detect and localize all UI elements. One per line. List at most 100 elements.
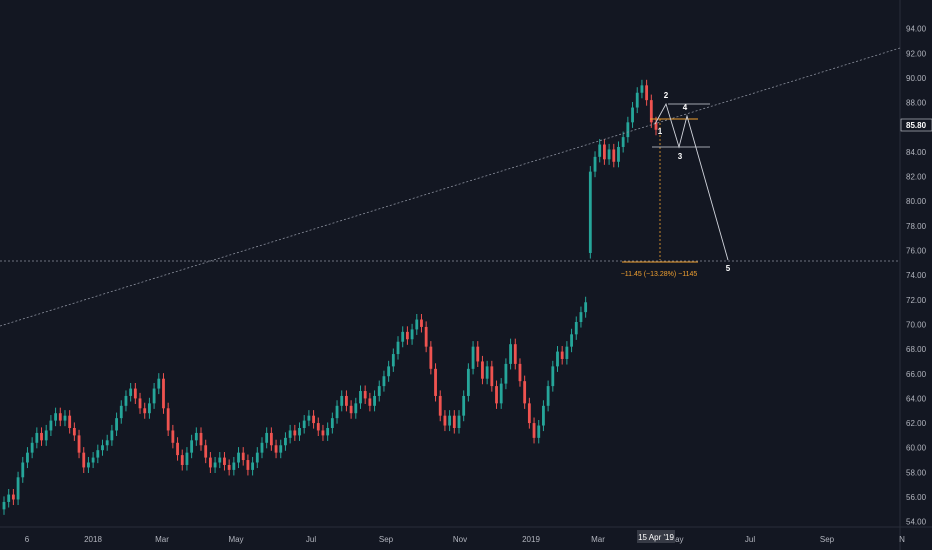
- candle-body: [138, 398, 142, 409]
- candle-body: [542, 405, 545, 426]
- candle-body: [124, 395, 128, 406]
- time-tick-label: May: [668, 535, 683, 544]
- candle-body: [626, 122, 630, 138]
- candle-body: [227, 464, 231, 470]
- candle-body: [213, 462, 217, 468]
- wave-label-1: 1: [658, 127, 663, 136]
- candle-body: [232, 462, 236, 470]
- candle-body: [621, 137, 625, 147]
- candle-body: [68, 415, 72, 428]
- candle-body: [354, 403, 358, 414]
- candle-body: [495, 386, 498, 404]
- candle-body: [434, 368, 437, 396]
- candle-body: [208, 457, 212, 468]
- candle-body: [635, 92, 639, 108]
- time-axis[interactable]: 6 2018 Mar May Jul Sep Nov 2019 Mar May Jul Sep N 15 …: [25, 530, 905, 544]
- candle-body: [26, 452, 29, 463]
- last-price-badge: [900, 118, 932, 132]
- price-tick-label: 80.00: [906, 197, 927, 206]
- candle-body: [204, 445, 208, 458]
- wave-label-2: 2: [664, 91, 669, 100]
- candle-body: [119, 405, 123, 419]
- price-tick-label: 76.00: [906, 247, 927, 256]
- candle-body: [255, 452, 259, 463]
- price-tick-label: 88.00: [906, 99, 927, 108]
- candle-body: [504, 363, 508, 384]
- candle-body: [424, 326, 428, 347]
- candle-body: [509, 344, 512, 364]
- candle-body: [110, 430, 114, 441]
- crosshair-date-label: 15 Apr '19: [638, 533, 674, 542]
- candle-body: [143, 408, 147, 414]
- candle-body: [340, 395, 344, 406]
- candle-body: [157, 378, 161, 389]
- candle-body: [72, 428, 76, 436]
- candle-body: [91, 457, 95, 463]
- candle-body: [420, 319, 423, 327]
- time-tick-label: Mar: [591, 535, 605, 544]
- candle-body: [35, 432, 39, 443]
- candle-body: [405, 331, 409, 340]
- candle-body: [391, 354, 395, 367]
- candle-body: [349, 405, 353, 414]
- time-tick-label: Jul: [745, 535, 755, 544]
- price-tick-label: 72.00: [906, 296, 927, 305]
- candle-body: [40, 432, 43, 441]
- candle-body: [387, 366, 391, 377]
- time-tick-label: 6: [25, 535, 30, 544]
- candle-body: [377, 386, 381, 396]
- candle-body: [307, 415, 311, 421]
- candle-body: [87, 462, 90, 468]
- candle-body: [171, 430, 175, 443]
- candle-body: [251, 462, 255, 470]
- candle-body: [288, 430, 292, 438]
- candles: [2, 79, 658, 515]
- trend-line: [0, 47, 901, 327]
- wave-label-3: 3: [678, 152, 683, 161]
- candle-body: [631, 107, 634, 123]
- candle-body: [11, 494, 15, 500]
- candle-body: [237, 452, 240, 463]
- candle-body: [537, 425, 541, 438]
- candle-body: [490, 366, 494, 387]
- candle-body: [471, 346, 475, 369]
- candle-body: [410, 329, 414, 340]
- candle-body: [199, 432, 203, 446]
- candle-body: [462, 395, 466, 416]
- price-tick-label: 90.00: [906, 74, 927, 83]
- candle-body: [49, 420, 53, 431]
- candle-body: [44, 430, 48, 441]
- candle-body: [429, 346, 433, 369]
- price-tick-label: 82.00: [906, 173, 927, 182]
- candle-body: [481, 361, 484, 379]
- candle-body: [476, 346, 480, 362]
- candle-body: [54, 413, 58, 421]
- price-axis[interactable]: 54.00 56.00 58.00 60.00 62.00 64.00 66.00 68.00…: [900, 25, 932, 527]
- candle-body: [584, 302, 588, 313]
- candle-body: [316, 423, 320, 431]
- candle-body: [190, 440, 194, 453]
- candle-body: [518, 363, 522, 382]
- candle-body: [612, 149, 616, 162]
- candle-body: [401, 331, 405, 342]
- candle-body: [185, 452, 189, 465]
- price-tick-label: 58.00: [906, 468, 927, 477]
- candle-body: [598, 144, 602, 157]
- candle-body: [298, 428, 301, 436]
- candle-body: [602, 144, 606, 160]
- candle-body: [269, 432, 273, 446]
- candle-body: [359, 391, 362, 404]
- price-tick-label: 92.00: [906, 49, 927, 58]
- candle-body: [2, 501, 6, 510]
- wave-label-5: 5: [726, 264, 731, 273]
- candle-body: [115, 418, 118, 431]
- candle-body: [532, 423, 536, 438]
- candle-body: [607, 149, 611, 160]
- candle-body: [166, 408, 170, 431]
- candle-body: [527, 403, 531, 424]
- candle-body: [560, 351, 564, 359]
- candle-body: [129, 388, 133, 396]
